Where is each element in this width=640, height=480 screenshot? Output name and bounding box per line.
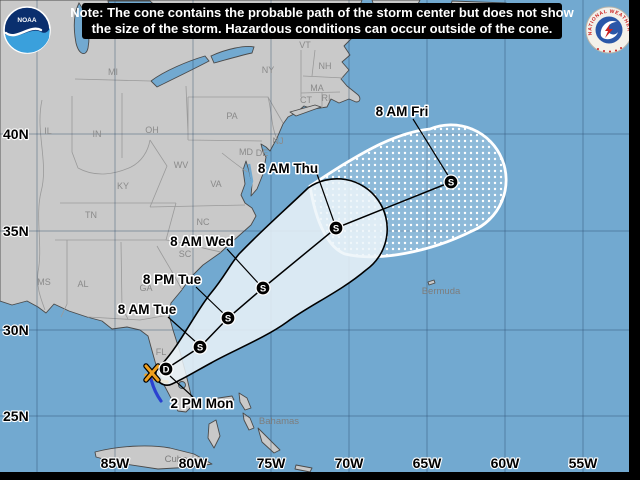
note-line1: Note: The cone contains the probable pat… <box>70 5 574 20</box>
svg-text:AL: AL <box>77 279 88 289</box>
svg-text:CT: CT <box>300 95 312 105</box>
svg-text:30N: 30N <box>3 322 29 338</box>
place-labels: Cuba Bahamas Bermuda <box>165 286 461 465</box>
svg-text:VA: VA <box>210 179 221 189</box>
point-8am-fri: S <box>443 174 459 190</box>
svg-text:IN: IN <box>93 129 102 139</box>
svg-text:D: D <box>163 364 170 375</box>
svg-text:MS: MS <box>37 277 51 287</box>
svg-text:IL: IL <box>44 126 52 136</box>
longitude-labels: 85W 80W 75W 70W 65W 60W 55W <box>100 454 600 472</box>
point-2pm-mon: D <box>158 361 174 377</box>
svg-text:TN: TN <box>85 210 97 220</box>
svg-text:75W: 75W <box>257 455 287 471</box>
svg-text:70W: 70W <box>335 455 365 471</box>
ts-warning-blue-strip <box>149 377 163 403</box>
svg-text:S: S <box>333 223 339 234</box>
svg-text:NC: NC <box>197 217 210 227</box>
label-2pm-mon: 2 PM Mon <box>171 396 234 411</box>
svg-text:RI: RI <box>322 93 331 103</box>
svg-text:35N: 35N <box>3 223 29 239</box>
label-8am-thu: 8 AM Thu <box>258 161 318 176</box>
gridlines <box>0 0 629 472</box>
note-line2: the size of the storm. Hazardous conditi… <box>92 21 553 36</box>
svg-text:KY: KY <box>117 181 129 191</box>
noaa-logo-text: NOAA <box>17 17 36 24</box>
svg-text:25N: 25N <box>3 408 29 424</box>
point-8am-thu: S <box>328 220 344 236</box>
svg-text:60W: 60W <box>491 455 521 471</box>
svg-text:S: S <box>225 313 231 324</box>
bahamas-islands <box>207 392 313 473</box>
label-8am-wed: 8 AM Wed <box>170 234 234 249</box>
chesapeake-bay <box>246 163 254 196</box>
svg-text:FL: FL <box>156 347 167 357</box>
svg-text:55W: 55W <box>569 455 599 471</box>
svg-text:GA: GA <box>139 283 152 293</box>
svg-text:NJ: NJ <box>273 136 284 146</box>
point-8pm-tue: S <box>220 310 236 326</box>
svg-text:DE: DE <box>256 148 269 158</box>
right-frame-bar <box>629 0 640 480</box>
noaa-logo: NOAA <box>3 6 51 54</box>
bahamas-label: Bahamas <box>259 416 299 427</box>
svg-text:MA: MA <box>310 83 324 93</box>
point-8am-tue: S <box>192 339 208 355</box>
lake-erie <box>150 55 210 88</box>
bermuda-island <box>427 279 436 286</box>
svg-text:OH: OH <box>145 125 159 135</box>
forecast-point-markers: D S S S S S <box>158 174 459 377</box>
long-island <box>289 104 322 117</box>
lake-okeechobee <box>178 381 186 389</box>
latitude-labels: 40N 35N 30N 25N <box>2 125 30 425</box>
svg-text:NY: NY <box>262 65 275 75</box>
svg-text:65W: 65W <box>413 455 443 471</box>
svg-text:WV: WV <box>174 160 189 170</box>
lake-ontario <box>210 46 255 64</box>
note-banner: Note: The cone contains the probable pat… <box>70 3 575 39</box>
current-position-x-marker <box>143 363 161 383</box>
svg-text:80W: 80W <box>179 455 209 471</box>
svg-text:S: S <box>448 177 454 188</box>
point-8am-wed: S <box>255 280 271 296</box>
svg-text:MI: MI <box>108 67 118 77</box>
bottom-frame-bar <box>0 472 640 480</box>
svg-text:40N: 40N <box>3 126 29 142</box>
forecast-time-labels: 2 PM Mon 8 AM Tue 8 PM Tue 8 AM Wed 8 AM… <box>116 103 430 413</box>
svg-text:MD: MD <box>239 147 253 157</box>
state-borders <box>37 49 345 321</box>
svg-text:PA: PA <box>226 111 237 121</box>
cuba-label: Cuba <box>165 454 188 465</box>
state-labels: IL IN OH MI PA NY VT NH MA CT RI NJ MD D… <box>37 40 331 357</box>
leader-lines <box>167 118 450 398</box>
bermuda-label: Bermuda <box>422 286 461 297</box>
label-8pm-tue: 8 PM Tue <box>143 272 202 287</box>
label-8am-fri: 8 AM Fri <box>376 104 429 119</box>
svg-text:S: S <box>260 283 266 294</box>
svg-text:VT: VT <box>299 40 311 50</box>
svg-text:85W: 85W <box>101 455 131 471</box>
label-8am-tue: 8 AM Tue <box>118 302 177 317</box>
svg-text:SC: SC <box>179 249 192 259</box>
svg-text:S: S <box>197 342 203 353</box>
cuba <box>94 445 213 470</box>
svg-text:NH: NH <box>319 61 332 71</box>
